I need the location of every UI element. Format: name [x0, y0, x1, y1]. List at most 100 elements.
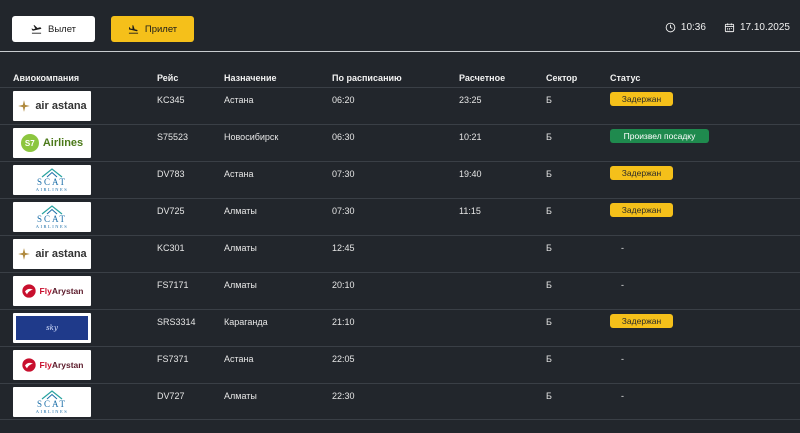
status-empty: -	[621, 354, 624, 364]
scheduled-time: 07:30	[332, 169, 355, 179]
status-badge: Задержан	[610, 314, 673, 328]
table-row[interactable]: air astana KC345 Астана 06:20 23:25 Б Задержа…	[0, 87, 800, 124]
table-row[interactable]: SCAT AIRLINES DV783 Астана 07:30 19:40 Б Заде…	[0, 161, 800, 198]
airline-logo: FlyArystan	[13, 276, 91, 306]
fly-logo-text-b: Arystan	[51, 286, 84, 296]
airline-logo: FlyArystan	[13, 350, 91, 380]
scheduled-time: 22:05	[332, 354, 355, 364]
table-row[interactable]: S7 Airlines S75523 Новосибирск 06:30 10:21 Б…	[0, 124, 800, 161]
sky-logo: sky	[16, 316, 88, 340]
tab-arrivals-label: Прилет	[144, 23, 178, 35]
scat-logo-sub: AIRLINES	[35, 224, 69, 229]
table-row[interactable]: FlyArystan FS7371 Астана 22:05 Б -	[0, 346, 800, 383]
flight-number: KC301	[157, 243, 185, 253]
destination: Алматы	[224, 206, 257, 216]
header-destination: Назначение	[224, 73, 277, 83]
status-empty: -	[621, 243, 624, 253]
table-row[interactable]: air astana KC301 Алматы 12:45 Б -	[0, 235, 800, 272]
flight-number: SRS3314	[157, 317, 196, 327]
tab-arrivals[interactable]: Прилет	[111, 16, 194, 42]
header-flight: Рейс	[157, 73, 179, 83]
current-time: 10:36	[680, 22, 706, 33]
air-astana-logo: air astana	[17, 247, 87, 261]
flight-number: DV727	[157, 391, 185, 401]
sector: Б	[546, 317, 552, 327]
fly-arystan-logo: FlyArystan	[21, 283, 84, 299]
s7-mark: S7	[20, 134, 39, 152]
flight-number: DV725	[157, 206, 185, 216]
destination: Алматы	[224, 280, 257, 290]
scheduled-time: 06:20	[332, 95, 355, 105]
table-row[interactable]: sky SRS3314 Караганда 21:10 Б Задержан	[0, 309, 800, 346]
tab-departures-label: Вылет	[47, 23, 77, 35]
estimated-time: 11:15	[459, 206, 481, 216]
scat-logo-sub: AIRLINES	[35, 409, 69, 414]
destination: Астана	[224, 169, 254, 179]
sector: Б	[546, 243, 552, 253]
plane-departure-icon	[31, 24, 42, 34]
destination: Астана	[224, 95, 254, 105]
flight-number: DV783	[157, 169, 185, 179]
flight-number: FS7371	[157, 354, 189, 364]
destination: Алматы	[224, 243, 257, 253]
sector: Б	[546, 391, 552, 401]
plane-arrival-icon	[128, 24, 138, 34]
table-row[interactable]: FlyArystan FS7171 Алматы 20:10 Б -	[0, 272, 800, 309]
sector: Б	[546, 132, 552, 142]
status-badge: Произвел посадку	[610, 129, 709, 143]
estimated-time: 19:40	[459, 169, 482, 179]
fly-logo-text-a: Fly	[39, 286, 52, 296]
scat-airlines-logo: SCAT AIRLINES	[36, 390, 69, 414]
scat-emblem-icon	[41, 168, 63, 178]
airline-logo: SCAT AIRLINES	[13, 387, 91, 417]
header-scheduled: По расписанию	[332, 73, 402, 83]
flight-table: air astana KC345 Астана 06:20 23:25 Б Задержа…	[0, 87, 800, 420]
air-astana-emblem-icon	[18, 248, 31, 260]
header-airline: Авиокомпания	[13, 73, 80, 83]
fly-logo-text-b: Arystan	[51, 360, 84, 370]
scat-airlines-logo: SCAT AIRLINES	[36, 168, 69, 192]
clock: 10:36 17.10.2025	[665, 22, 790, 33]
fly-logo-text-a: Fly	[39, 360, 52, 370]
table-row[interactable]: SCAT AIRLINES DV727 Алматы 22:30 Б -	[0, 383, 800, 420]
scat-airlines-logo: SCAT AIRLINES	[36, 205, 69, 229]
scat-emblem-icon	[41, 205, 63, 215]
sector: Б	[546, 169, 552, 179]
s7-airlines-logo: S7 Airlines	[20, 134, 84, 152]
sector: Б	[546, 280, 552, 290]
air-astana-emblem-icon	[18, 100, 31, 112]
header-estimated: Расчетное	[459, 73, 506, 83]
status-badge: Задержан	[610, 166, 673, 180]
fly-arystan-bird-icon	[21, 358, 36, 372]
status-badge: Задержан	[610, 203, 673, 217]
scheduled-time: 22:30	[332, 391, 355, 401]
sector: Б	[546, 206, 552, 216]
destination: Новосибирск	[224, 132, 279, 142]
header-sector: Сектор	[546, 73, 578, 83]
air-astana-logo-text: air astana	[35, 100, 87, 112]
tab-departures[interactable]: Вылет	[12, 16, 95, 42]
s7-logo-text: Airlines	[42, 137, 84, 149]
table-row[interactable]: SCAT AIRLINES DV725 Алматы 07:30 11:15 Б Заде…	[0, 198, 800, 235]
scat-emblem-icon	[41, 390, 63, 400]
airline-logo: SCAT AIRLINES	[13, 202, 91, 232]
status-badge: Задержан	[610, 92, 673, 106]
airline-logo: air astana	[13, 239, 91, 269]
sky-logo-text: sky	[46, 324, 58, 332]
destination: Алматы	[224, 391, 257, 401]
air-astana-logo-text: air astana	[35, 248, 87, 260]
destination: Астана	[224, 354, 254, 364]
airline-logo: air astana	[13, 91, 91, 121]
airline-logo: S7 Airlines	[13, 128, 91, 158]
fly-arystan-bird-icon	[21, 284, 36, 298]
scheduled-time: 20:10	[332, 280, 355, 290]
flight-number: FS7171	[157, 280, 189, 290]
fly-arystan-logo: FlyArystan	[21, 357, 84, 373]
sector: Б	[546, 95, 552, 105]
calendar-icon	[724, 23, 735, 33]
status-empty: -	[621, 280, 624, 290]
scheduled-time: 12:45	[332, 243, 355, 253]
air-astana-logo: air astana	[17, 99, 87, 113]
scat-logo-name: SCAT	[36, 399, 67, 409]
sector: Б	[546, 354, 552, 364]
